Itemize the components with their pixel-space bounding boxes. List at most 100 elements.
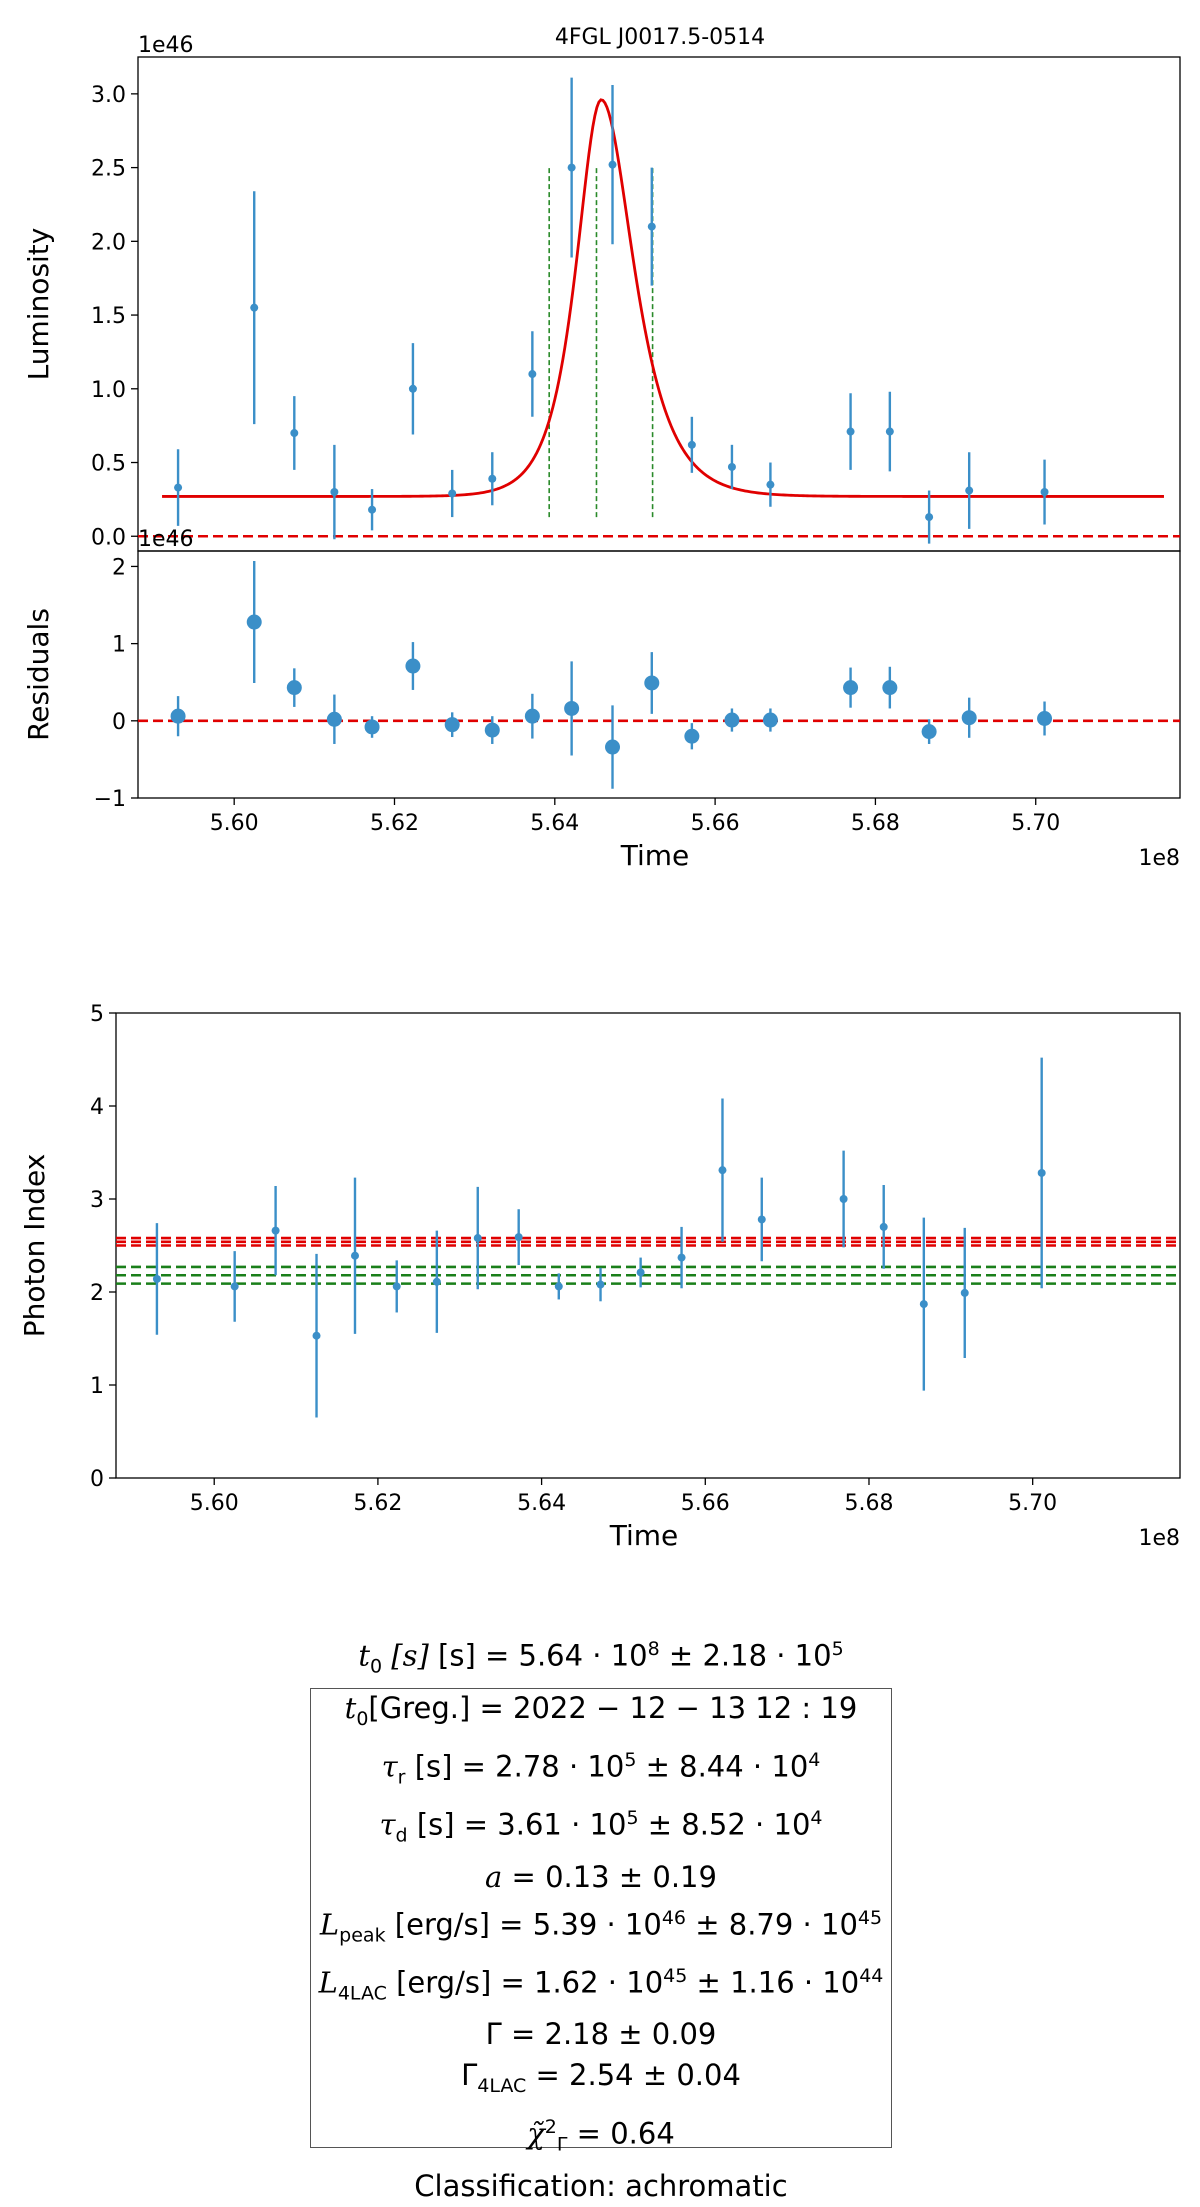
photon-index-data-point [312,1331,321,1340]
photon-index-xtick-label: 5.66 [681,1491,730,1516]
residuals-data-point [246,614,262,630]
photon-index-panel: 0 1 2 3 4 5 5.60 5.62 5.64 5.66 5.68 5.70 Photon Ind… [18,1002,1181,1552]
luminosity-data-point [448,489,457,498]
photon-index-xlabel: Time [609,1519,679,1552]
residuals-data-point [170,708,186,724]
photon-index-ytick-label: 2 [90,1281,104,1306]
luminosity-data-point [368,505,377,514]
luminosity-ytick-label: 3.0 [91,83,126,108]
param-tau-rise: τr [s] = 2.78 · 105 ± 8.44 · 104 [381,1748,821,1789]
photon-index-data-point [960,1288,969,1297]
luminosity-ytick-label: 0.5 [91,452,126,477]
residuals-data-point [1037,710,1053,726]
residuals-y-offset-label: 1e46 [138,527,194,552]
residuals-xtick-label: 5.70 [1011,811,1060,836]
photon-index-data-point [152,1274,161,1283]
residuals-data-point [961,710,977,726]
photon-index-ylabel: Photon Index [18,1154,51,1338]
photon-index-ytick-label: 5 [90,1002,104,1027]
luminosity-data-point [330,488,339,497]
photon-index-xtick-label: 5.70 [1008,1491,1057,1516]
residuals-xtick-label: 5.66 [691,811,740,836]
residuals-ytick-label: 1 [112,633,126,658]
luminosity-data-point [965,486,974,495]
luminosity-data-point [687,440,696,449]
photon-index-ytick-label: 1 [90,1374,104,1399]
param-chi-squared: χ̃2Γ = 0.64 [527,2116,675,2156]
luminosity-ylabel: Luminosity [22,228,55,381]
photon-index-data-point [919,1300,928,1309]
luminosity-data-point [766,480,775,489]
photon-index-xtick-label: 5.62 [353,1491,402,1516]
param-gamma-4lac: Γ4LAC = 2.54 ± 0.04 [461,2058,741,2098]
photon-index-xtick-label: 5.68 [844,1491,893,1516]
luminosity-y-offset-label: 1e46 [138,33,194,58]
luminosity-ytick-label: 2.5 [91,157,126,182]
residuals-data-point [605,739,621,755]
luminosity-frame [137,56,1181,552]
photon-index-data-point [473,1234,482,1243]
residuals-data-point [405,658,421,674]
luminosity-ytick-label: 2.0 [91,230,126,255]
luminosity-data-point [528,370,537,379]
photon-index-data-point [718,1166,727,1175]
residuals-ylabel: Residuals [22,608,55,741]
photon-index-data-point [432,1277,441,1286]
photon-index-xtick-label: 5.64 [517,1491,566,1516]
photon-index-data-point [554,1282,563,1291]
residuals-data-point [524,708,540,724]
residuals-data-point [724,712,740,728]
residuals-panel: −1 0 1 2 5.60 5.62 5.64 5.66 5.68 5.70 Residuals Ti… [22,527,1181,872]
fit-parameters-box: t0 [s] [s] = 5.64 · 108 ± 2.18 · 105 t0[… [310,1638,892,2203]
photon-index-data-point [392,1282,401,1291]
photon-index-ytick-label: 0 [90,1467,104,1492]
photon-index-data-point [350,1251,359,1260]
photon-index-data-point [596,1280,605,1289]
residuals-data-point [484,722,500,738]
residuals-data-point [286,680,302,696]
residuals-xlabel: Time [620,839,690,872]
photon-index-x-offset-label: 1e8 [1138,1526,1180,1551]
residuals-xtick-label: 5.68 [851,811,900,836]
param-t0: t0 [s] [s] = 5.64 · 108 ± 2.18 · 105 [358,1638,844,1678]
param-gamma: Γ = 2.18 ± 0.09 [485,2017,717,2052]
residuals-data-point [326,711,342,727]
residuals-xtick-label: 5.62 [370,811,419,836]
residuals-x-offset-label: 1e8 [1138,846,1180,871]
photon-index-data-point [514,1233,523,1242]
residuals-ytick-label: 2 [112,555,126,580]
luminosity-data-point [647,222,656,231]
param-t0-gregorian: t0[Greg.] = 2022 − 12 − 13 12 : 19 [344,1690,858,1730]
residuals-data-point [364,719,380,735]
photon-index-ytick-label: 4 [90,1095,104,1120]
luminosity-ytick-label: 0.0 [91,525,126,550]
residuals-data-point [762,712,778,728]
residuals-data-point [644,675,660,691]
luminosity-data-point [1040,488,1049,497]
luminosity-data-point [885,427,894,436]
residuals-xtick-label: 5.60 [210,811,259,836]
residuals-xtick-label: 5.64 [530,811,579,836]
param-a: a = 0.13 ± 0.19 [485,1859,717,1894]
residuals-data-point [921,724,937,740]
residuals-frame [137,550,1181,799]
photon-index-data-point [636,1268,645,1277]
residuals-data-point [564,700,580,716]
luminosity-data-point [174,483,183,492]
param-l-4lac: L4LAC [erg/s] = 1.62 · 1045 ± 1.16 · 104… [318,1964,884,2005]
param-l-peak: Lpeak [erg/s] = 5.39 · 1046 ± 8.79 · 104… [319,1906,883,1946]
photon-index-data-point [757,1215,766,1224]
luminosity-data-point [250,303,259,312]
luminosity-title: 4FGL J0017.5-0514 [555,25,765,50]
residuals-data-point [882,680,898,696]
luminosity-data-point [408,384,417,393]
luminosity-data-point [846,427,855,436]
luminosity-data-point [925,513,934,522]
flare-fit-curve [162,98,1164,498]
residuals-data-point [843,680,859,696]
param-tau-decay: τd [s] = 3.61 · 105 ± 8.52 · 104 [379,1807,823,1847]
luminosity-data-point [290,429,299,438]
residuals-data-point [444,717,460,733]
photon-index-data-point [271,1226,280,1235]
